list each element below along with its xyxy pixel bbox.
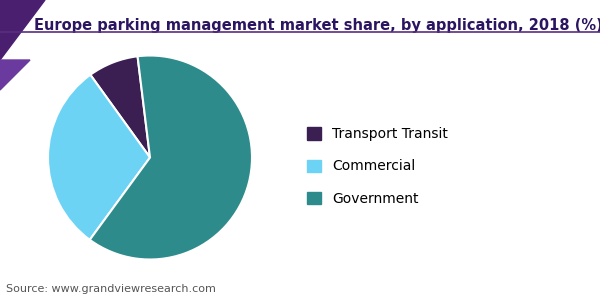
Wedge shape [48, 75, 150, 240]
Text: Europe parking management market share, by application, 2018 (%): Europe parking management market share, … [34, 18, 600, 33]
Polygon shape [0, 60, 30, 90]
Wedge shape [90, 56, 252, 260]
Wedge shape [91, 56, 150, 158]
Polygon shape [0, 0, 45, 60]
Text: Source: www.grandviewresearch.com: Source: www.grandviewresearch.com [6, 284, 216, 294]
Legend: Transport Transit, Commercial, Government: Transport Transit, Commercial, Governmen… [307, 128, 448, 206]
